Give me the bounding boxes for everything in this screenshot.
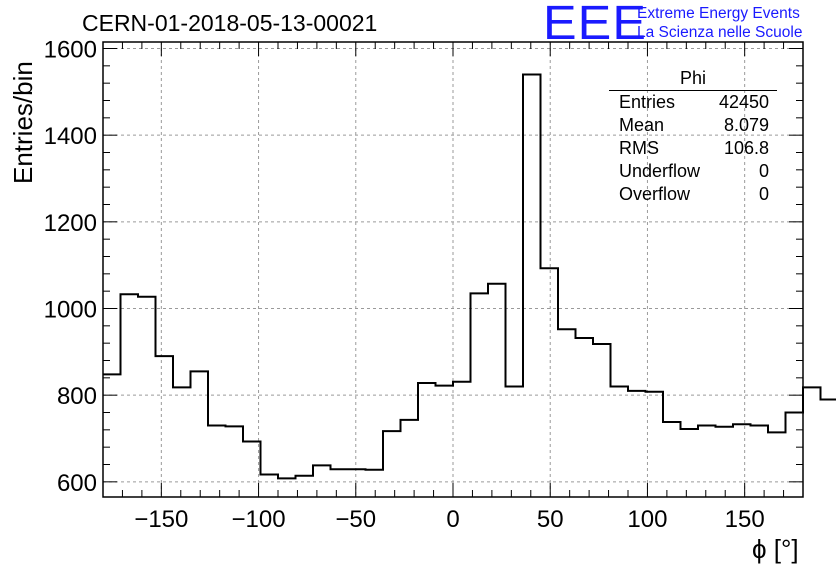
histogram-bin — [751, 426, 769, 498]
y-axis-label: Entries/bin — [8, 61, 38, 184]
stats-row-mean: Mean 8.079 — [609, 114, 777, 137]
logo-line-1: Extreme Energy Events — [637, 5, 800, 22]
histogram-bin — [436, 386, 454, 497]
histogram-bin — [698, 426, 716, 498]
histogram-bin — [313, 465, 331, 497]
histogram-bin — [611, 387, 629, 498]
histogram-bin — [558, 329, 576, 497]
histogram-bin — [628, 391, 646, 497]
histogram-bin — [541, 268, 559, 497]
histogram-bin — [681, 429, 699, 497]
x-tick-label: 150 — [725, 506, 765, 533]
stats-row-underflow: Underflow 0 — [609, 160, 777, 183]
chart-title: CERN-01-2018-05-13-00021 — [82, 10, 378, 36]
histogram-bin — [453, 382, 471, 497]
eee-logo: EEE — [543, 0, 647, 50]
y-tick-label: 1400 — [44, 123, 97, 150]
stats-value: 8.079 — [723, 115, 769, 135]
histogram-bin — [261, 474, 279, 497]
histogram-bin — [786, 413, 804, 498]
stats-box: Phi Entries 42450 Mean 8.079 RMS 106.8 U… — [609, 68, 777, 206]
histogram-bin — [506, 387, 524, 498]
histogram-bin — [331, 469, 349, 497]
histogram-bin — [121, 294, 139, 497]
y-tick-label: 1600 — [44, 37, 97, 64]
histogram-bin — [103, 374, 121, 497]
eee-logo-text: Extreme Energy Events La Scienza nelle S… — [637, 4, 802, 42]
stats-row-overflow: Overflow 0 — [609, 183, 777, 206]
histogram-line — [103, 73, 836, 480]
histogram-bin — [296, 476, 314, 497]
x-tick-label: −150 — [134, 506, 188, 533]
histogram-bin — [488, 284, 506, 497]
histogram-bin — [401, 420, 419, 497]
histogram-bin — [646, 392, 664, 497]
logo-line-2: La Scienza nelle Scuole — [637, 24, 803, 41]
plot-frame — [102, 41, 804, 498]
x-tick-label: −100 — [232, 506, 286, 533]
y-tick-label: 800 — [57, 383, 97, 410]
stats-row-entries: Entries 42450 — [609, 91, 777, 114]
histogram-bin — [576, 338, 594, 497]
x-tick-label: 0 — [446, 506, 459, 533]
histogram-bin — [138, 297, 156, 497]
y-tick-label: 1000 — [44, 297, 97, 324]
histogram-bin — [173, 387, 191, 497]
histogram-bin — [278, 478, 296, 497]
histogram-bin — [383, 431, 401, 497]
stats-value: 106.8 — [723, 138, 769, 158]
stats-label: Underflow — [619, 161, 701, 181]
histogram-bin — [366, 470, 384, 497]
histogram-bin — [768, 432, 786, 497]
y-tick-label: 1200 — [44, 210, 97, 237]
stats-label: Entries — [619, 92, 676, 112]
histogram-bin — [523, 75, 541, 498]
histogram-bin — [226, 426, 244, 497]
stats-value: 0 — [758, 184, 769, 204]
stats-label: RMS — [619, 138, 659, 158]
x-axis-label: ϕ [°] — [752, 534, 799, 564]
histogram-bin — [191, 371, 209, 497]
histogram-bin — [716, 427, 734, 497]
histogram-bin — [821, 400, 836, 498]
x-tick-label: 50 — [537, 506, 564, 533]
histogram-bin — [471, 293, 489, 497]
x-tick-label: 100 — [627, 506, 667, 533]
histogram-bin — [593, 344, 611, 497]
stats-box-title: Phi — [609, 68, 777, 91]
stats-value: 0 — [758, 161, 769, 181]
y-tick-label: 600 — [57, 470, 97, 497]
histogram-bin — [208, 426, 226, 498]
stats-label: Overflow — [619, 184, 691, 204]
stats-row-rms: RMS 106.8 — [609, 137, 777, 160]
x-tick-label: −50 — [335, 506, 376, 533]
histogram-bin — [418, 383, 436, 497]
histogram-bin — [733, 424, 751, 497]
histogram-bin — [663, 422, 681, 497]
histogram-bin — [243, 442, 261, 497]
histogram-bin — [156, 356, 174, 497]
stats-value: 42450 — [718, 92, 769, 112]
stats-label: Mean — [619, 115, 665, 135]
histogram-bin — [348, 469, 366, 497]
histogram-bin — [803, 387, 821, 497]
